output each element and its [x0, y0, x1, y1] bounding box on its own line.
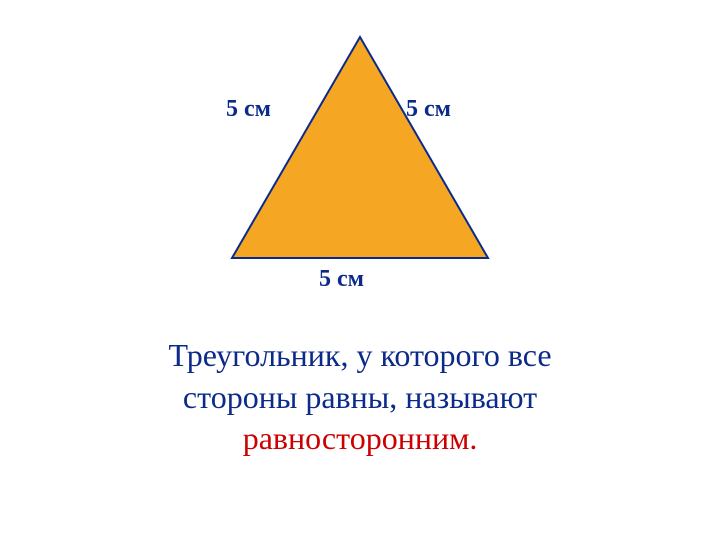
- definition-highlight: равносторонним.: [243, 420, 478, 456]
- triangle-polygon: [232, 37, 488, 258]
- side-label-right: 5 см: [406, 96, 451, 123]
- triangle-diagram: 5 см 5 см 5 см: [0, 0, 720, 300]
- side-label-bottom: 5 см: [319, 266, 364, 293]
- definition-line2: стороны равны, называют: [183, 379, 537, 415]
- equilateral-triangle-shape: [230, 35, 490, 260]
- definition-line1: Треугольник, у которого все: [168, 337, 551, 373]
- definition-text: Треугольник, у которого все стороны равн…: [0, 335, 720, 460]
- side-label-left: 5 см: [226, 96, 271, 123]
